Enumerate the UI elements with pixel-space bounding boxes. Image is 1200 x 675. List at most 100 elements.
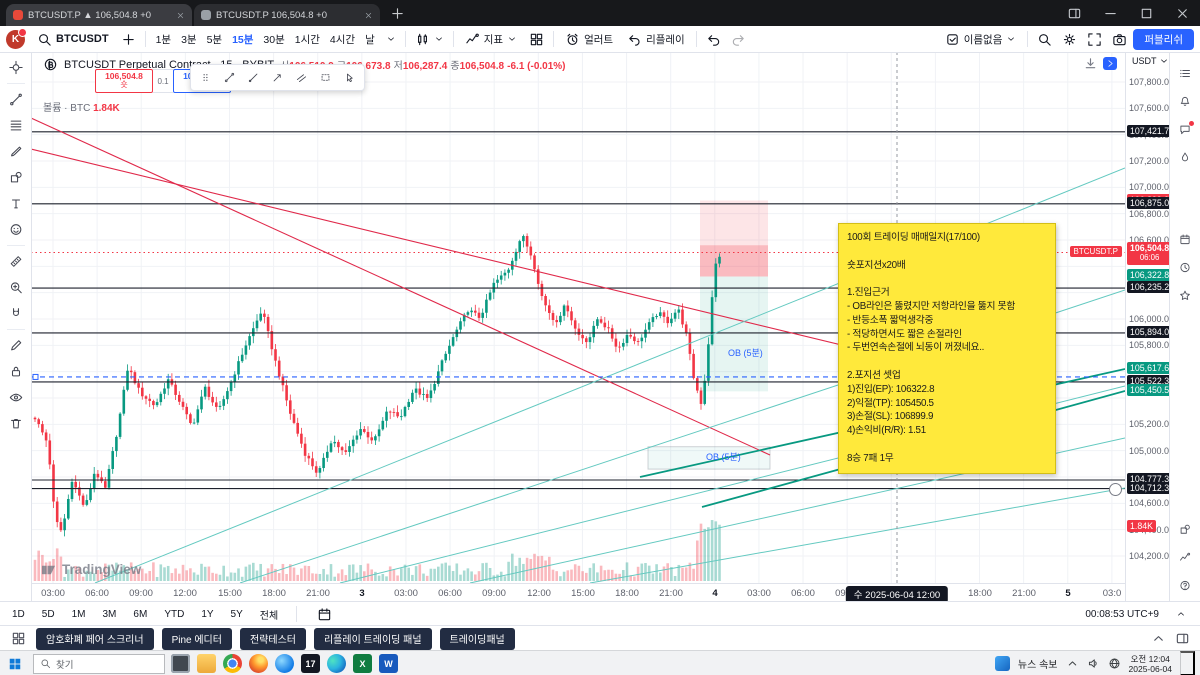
session-clock[interactable]: 00:08:53 UTC+9 xyxy=(1085,608,1159,620)
sell-button[interactable]: 106,504.8 숏 xyxy=(95,69,153,93)
float-tool-trendline[interactable] xyxy=(218,67,241,88)
range-1Y[interactable]: 1Y xyxy=(199,605,215,624)
tool-brush[interactable] xyxy=(3,139,29,164)
timeframe-1분[interactable]: 1분 xyxy=(151,30,177,49)
go-to-realtime-button[interactable] xyxy=(1103,57,1117,70)
sidebar-chat-icon[interactable] xyxy=(1173,118,1197,141)
tool-text[interactable] xyxy=(3,191,29,216)
compare-symbol-button[interactable] xyxy=(117,28,140,50)
minimize-button[interactable] xyxy=(1092,0,1128,26)
timeframe-4시간[interactable]: 4시간 xyxy=(325,30,360,49)
taskbar-clock[interactable]: 오전 12:04 2025-06-04 xyxy=(1129,654,1172,674)
globe-icon[interactable] xyxy=(1108,657,1121,670)
timeframe-30분[interactable]: 30분 xyxy=(258,30,289,49)
news-widget-icon[interactable] xyxy=(994,656,1010,671)
snapshot-button[interactable] xyxy=(1108,28,1131,50)
maximize-button[interactable] xyxy=(1128,0,1164,26)
trading-journal-note[interactable]: 100회 트레이딩 매매일지(17/100) 숏포지션x20배 1.진입근거 - … xyxy=(838,223,1056,474)
timeframe-5분[interactable]: 5분 xyxy=(202,30,228,49)
panel-tab[interactable]: 암호화폐 페어 스크리너 xyxy=(36,627,154,650)
sidebar-bell-icon[interactable] xyxy=(1173,90,1197,113)
tab-close-icon[interactable] xyxy=(176,11,185,20)
range-1D[interactable]: 1D xyxy=(10,605,27,624)
timeframe-dropdown[interactable] xyxy=(382,28,400,50)
sidebar-flame-icon[interactable] xyxy=(1173,146,1197,169)
browser-sidebar-icon[interactable] xyxy=(1056,0,1092,26)
sidebar-help-icon[interactable] xyxy=(1173,574,1197,597)
panel-expand-button[interactable] xyxy=(1148,629,1168,649)
float-tool-cursor[interactable] xyxy=(338,67,361,88)
timeframe-3분[interactable]: 3분 xyxy=(176,30,202,49)
tool-crosshair[interactable] xyxy=(3,55,29,80)
range-전체[interactable]: 전체 xyxy=(258,605,280,624)
tool-emoji[interactable] xyxy=(3,217,29,242)
timeframe-1시간[interactable]: 1시간 xyxy=(290,30,325,49)
range-3M[interactable]: 3M xyxy=(101,605,119,624)
taskbar-app-tradingview[interactable]: 17 xyxy=(301,654,320,673)
range-6M[interactable]: 6M xyxy=(131,605,149,624)
browser-tab[interactable]: BTCUSDT.P ▲ 106,504.8 +0 xyxy=(6,4,192,26)
layout-grid-button[interactable] xyxy=(525,28,548,50)
taskbar-app-whale[interactable] xyxy=(275,654,294,673)
alert-plus-icon[interactable] xyxy=(1109,483,1122,496)
time-axis[interactable]: 03:00 06:00 09:00 12:00 15:00 18:00 21:00 3 03:0… xyxy=(31,583,1125,601)
float-tool-channel[interactable] xyxy=(290,67,313,88)
taskbar-search[interactable]: 찾기 xyxy=(33,653,165,674)
fullscreen-button[interactable] xyxy=(1083,28,1106,50)
speaker-icon[interactable] xyxy=(1087,657,1100,670)
publish-button[interactable]: 퍼블리쉬 xyxy=(1133,28,1194,50)
close-button[interactable] xyxy=(1164,0,1200,26)
browser-tab[interactable]: BTCUSDT.P 106,504.8 +0 xyxy=(194,4,380,26)
price-axis[interactable]: USDT 107,800.0107,600.0107,400.0107,200.… xyxy=(1125,52,1173,601)
replay-button[interactable]: 리플레이 xyxy=(621,28,691,50)
axis-currency[interactable]: USDT xyxy=(1132,56,1169,66)
start-button[interactable] xyxy=(3,652,27,675)
taskbar-app-excel[interactable]: X xyxy=(353,654,372,673)
sidebar-calendar-icon[interactable] xyxy=(1173,228,1197,251)
tool-eye[interactable] xyxy=(3,385,29,410)
redo-button[interactable] xyxy=(727,28,750,50)
go-to-date-button[interactable] xyxy=(313,603,336,625)
new-tab-button[interactable] xyxy=(386,2,408,24)
chart-pane[interactable]: BTCUSDT Perpetual Contract · 15 · BYBIT … xyxy=(31,52,1125,601)
tool-ruler[interactable] xyxy=(3,249,29,274)
range-1M[interactable]: 1M xyxy=(70,605,88,624)
timeframe-날[interactable]: 날 xyxy=(360,30,380,49)
news-ticker[interactable]: 뉴스 속보 xyxy=(1017,660,1058,671)
timeframe-15분[interactable]: 15분 xyxy=(227,30,258,49)
tool-zoom[interactable] xyxy=(3,275,29,300)
sidebar-shapes-icon[interactable] xyxy=(1173,518,1197,541)
alert-button[interactable]: 얼러트 xyxy=(559,28,619,50)
symbol-search-button[interactable]: BTCUSDT xyxy=(31,28,115,50)
tool-pencil[interactable] xyxy=(3,333,29,358)
chevron-up-icon[interactable] xyxy=(1066,657,1079,670)
sidebar-star-icon[interactable] xyxy=(1173,284,1197,307)
tool-trendline[interactable] xyxy=(3,87,29,112)
tool-lock[interactable] xyxy=(3,359,29,384)
layout-name-button[interactable]: 이름없음 xyxy=(939,28,1023,50)
indicators-button[interactable]: 지표 xyxy=(459,28,523,50)
chart-settings-button[interactable] xyxy=(1058,28,1081,50)
taskbar-app-folder[interactable] xyxy=(197,654,216,673)
range-5D[interactable]: 5D xyxy=(40,605,57,624)
taskbar-app-edge[interactable] xyxy=(327,654,346,673)
show-desktop-button[interactable] xyxy=(1180,651,1195,675)
quick-search-button[interactable] xyxy=(1033,28,1056,50)
taskbar-app-chrome[interactable] xyxy=(223,654,242,673)
user-avatar[interactable]: K xyxy=(6,27,27,49)
panel-tab[interactable]: 트레이딩패널 xyxy=(439,627,515,650)
panel-menu-button[interactable] xyxy=(8,629,28,649)
tab-close-icon[interactable] xyxy=(364,11,373,20)
sidebar-indicator-icon[interactable] xyxy=(1173,546,1197,569)
float-tool-rect-dashed[interactable] xyxy=(314,67,337,88)
float-tool-ray[interactable] xyxy=(242,67,265,88)
taskbar-app-word[interactable]: W xyxy=(379,654,398,673)
tool-magnet[interactable] xyxy=(3,301,29,326)
tool-fib[interactable] xyxy=(3,113,29,138)
tool-shapes[interactable] xyxy=(3,165,29,190)
taskbar-app-taskview[interactable] xyxy=(171,654,190,673)
float-tool-grip[interactable] xyxy=(194,67,217,88)
sidebar-clock-icon[interactable] xyxy=(1173,256,1197,279)
float-tool-arrow[interactable] xyxy=(266,67,289,88)
panel-tab[interactable]: 리플레이 트레이딩 패널 xyxy=(313,627,432,650)
